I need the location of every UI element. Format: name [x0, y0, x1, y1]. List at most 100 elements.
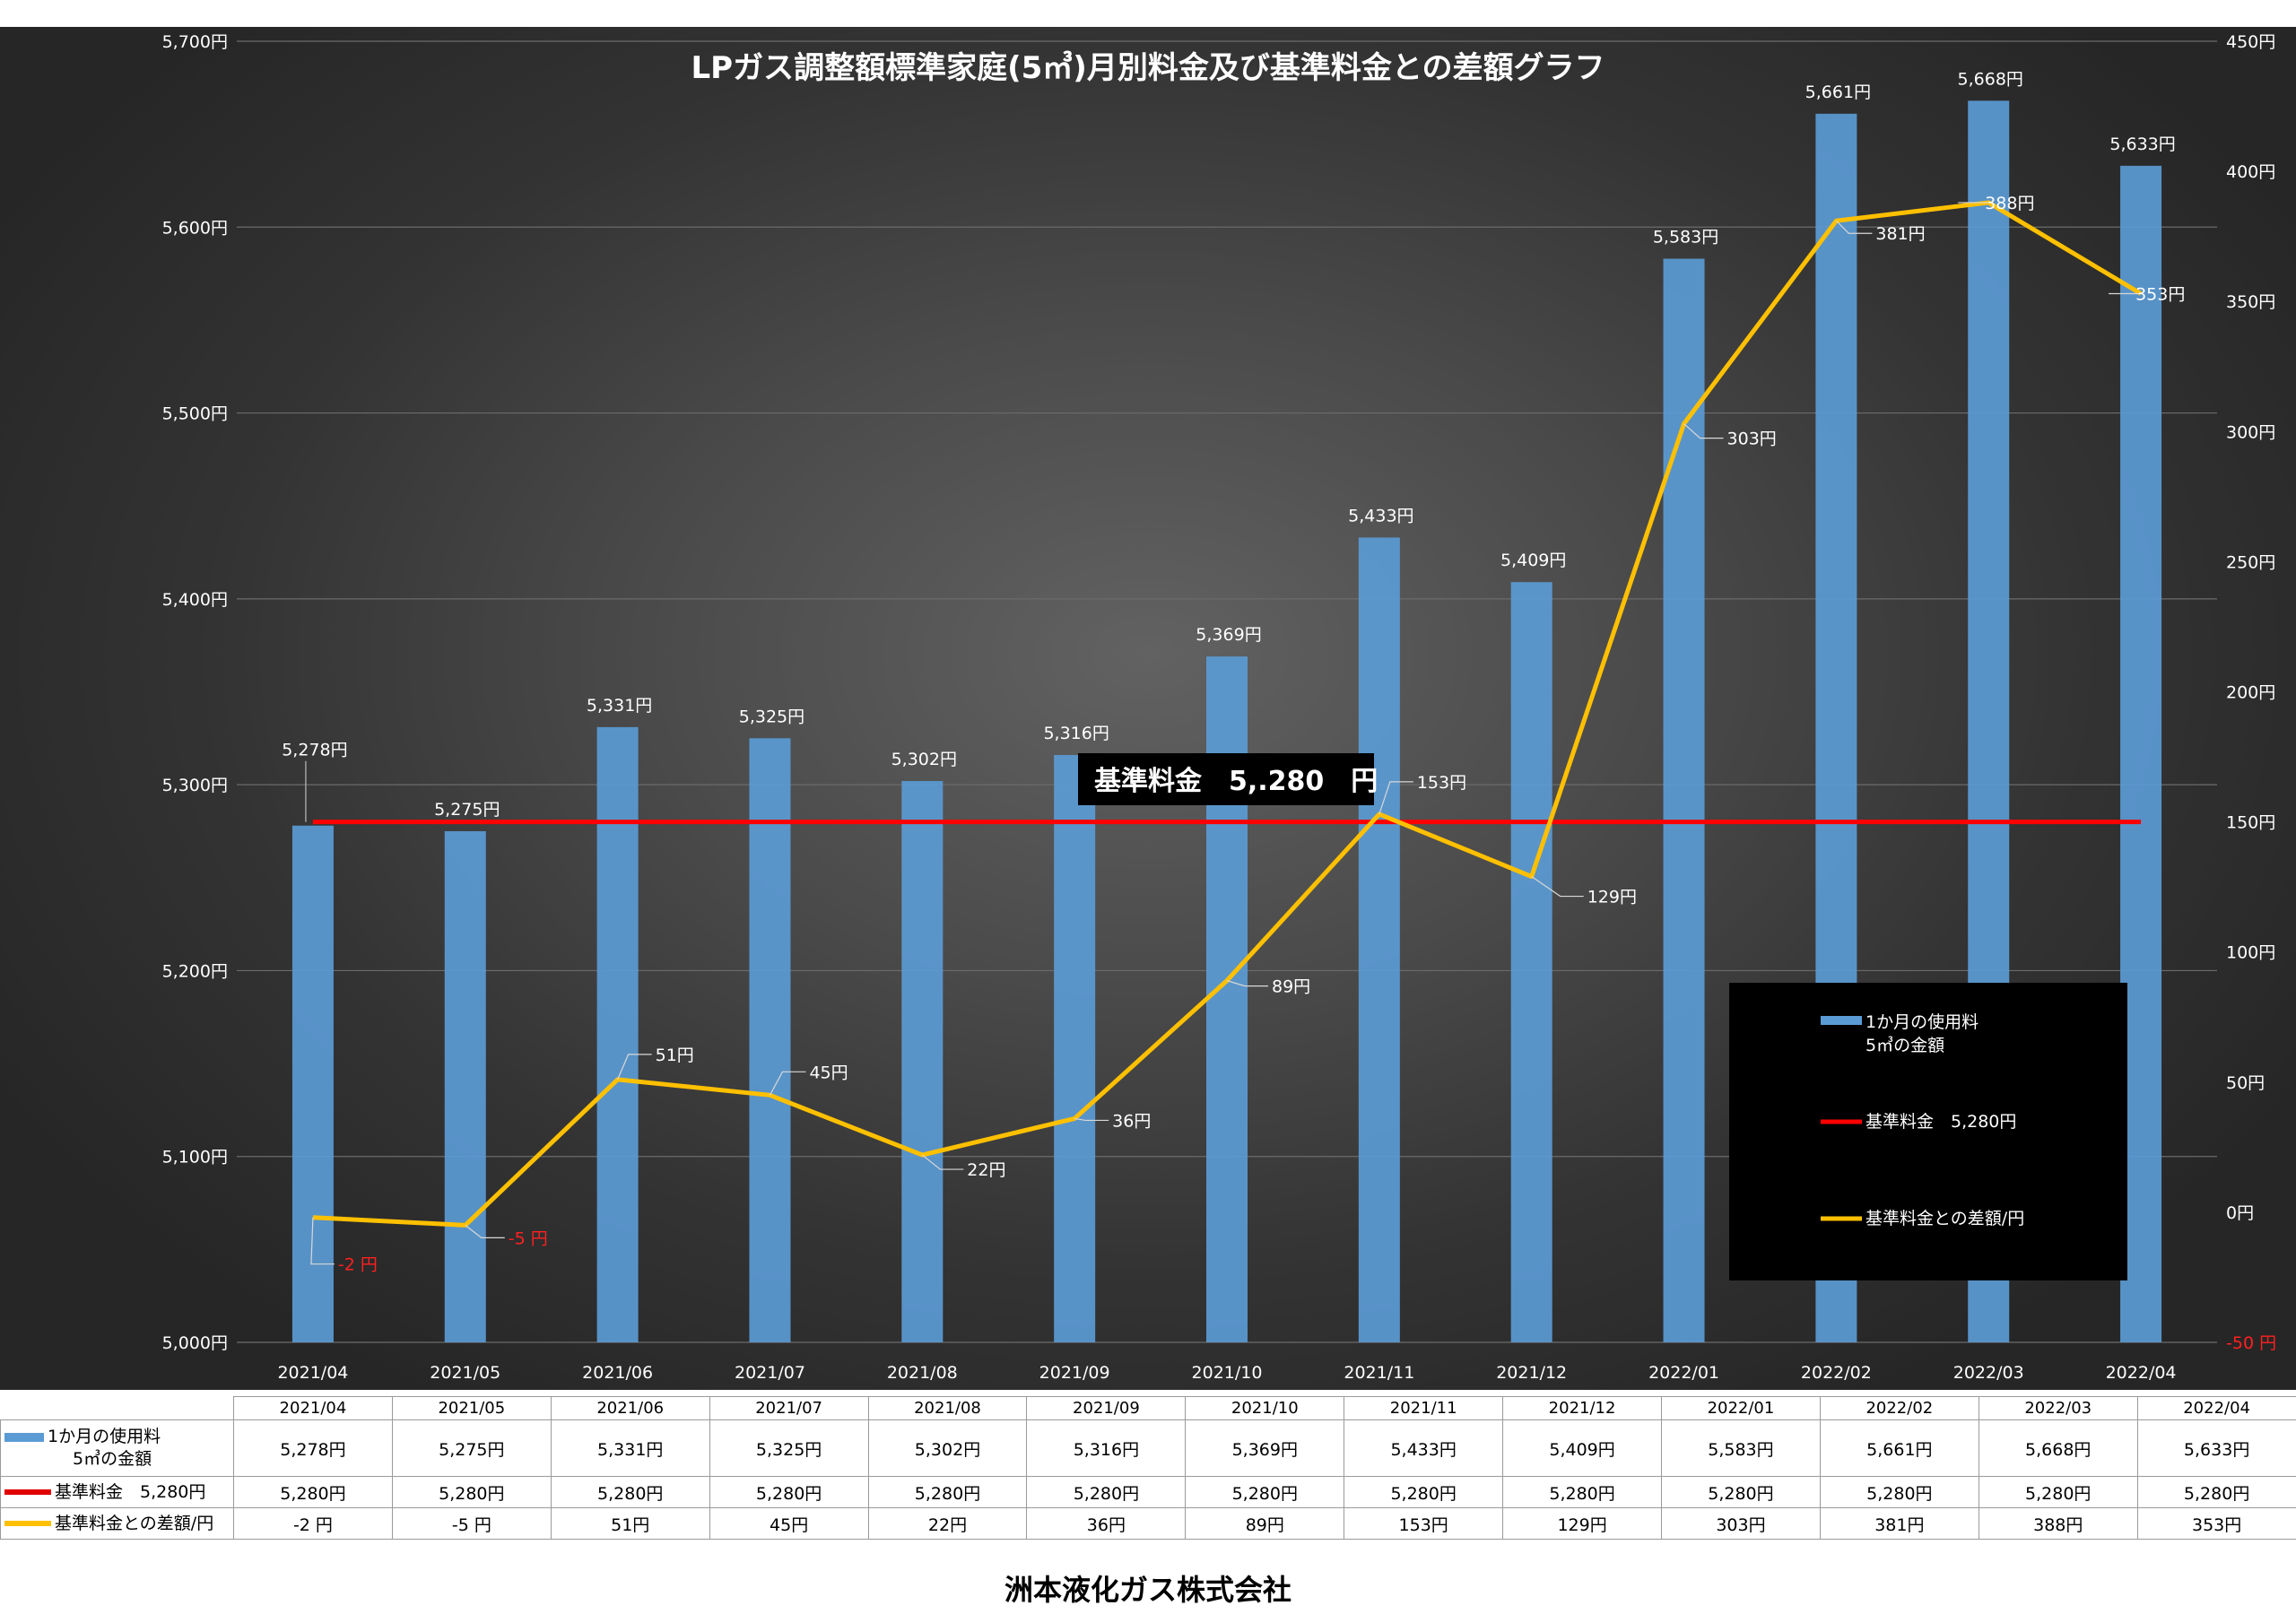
table-row-label-diff: 基準料金との差額/円	[0, 1507, 234, 1540]
table-row-label-usage: 1か月の使用料 5㎥の金額	[0, 1419, 234, 1477]
table-cell: 303円	[1661, 1507, 1821, 1540]
y-left-tick-label: 5,700円	[162, 32, 228, 52]
diff-value-label: 51円	[656, 1046, 694, 1065]
table-cell: 129円	[1502, 1507, 1663, 1540]
company-footer: 洲本液化ガス株式会社	[1004, 1573, 1292, 1607]
table-body: 2021/04 2021/05 2021/06 2021/07 2021/08 2021/…	[0, 1396, 2296, 1540]
table-cell: -2 円	[233, 1507, 393, 1540]
table-cell: 153円	[1344, 1507, 1504, 1540]
x-tick-label: 2022/04	[2106, 1363, 2177, 1383]
table-cell: 5,280円	[550, 1476, 710, 1508]
table-cell: 5,280円	[233, 1476, 393, 1508]
x-tick-label: 2022/02	[1801, 1363, 1872, 1383]
table-cell: 5,633円	[2136, 1419, 2296, 1477]
legend-key-bar	[4, 1432, 44, 1442]
table-cell: 5,280円	[1661, 1476, 1821, 1508]
diff-label-leader	[921, 1154, 964, 1170]
row-label-text: 1か月の使用料	[48, 1427, 161, 1446]
bar-value-label: 5,325円	[739, 707, 804, 726]
table-cell: 5,668円	[1978, 1419, 2138, 1477]
diff-label-leader	[617, 1054, 652, 1081]
bar	[1510, 582, 1552, 1342]
table-cell: 5,280円	[1819, 1476, 1979, 1508]
y-left-tick-label: 5,500円	[162, 404, 228, 424]
table-row: 基準料金との差額/円 -2 円 -5 円 51円 45円 22円 36円 89円 153円 129…	[0, 1507, 2296, 1540]
bar-value-label: 5,409円	[1500, 551, 1566, 570]
x-tick-label: 2022/03	[1953, 1363, 2024, 1383]
diff-value-label: 153円	[1417, 773, 1466, 793]
diff-label-leader	[465, 1224, 505, 1239]
x-tick-label: 2021/09	[1039, 1363, 1110, 1383]
diff-label-leader	[1531, 876, 1584, 898]
row-label-text: 5㎥の金額	[73, 1449, 152, 1469]
table-header-cell: 2022/01	[1661, 1396, 1821, 1420]
table-row-label-baseline: 基準料金 5,280円	[0, 1476, 234, 1508]
diff-label-leader	[1074, 1117, 1109, 1122]
diff-label-leader	[1835, 220, 1873, 234]
table-cell: 5,661円	[1819, 1419, 1979, 1477]
y-right-tick-label: 300円	[2226, 422, 2275, 442]
y-right-tick-label: 350円	[2226, 292, 2275, 312]
x-tick-label: 2021/05	[430, 1363, 500, 1383]
bar-value-label: 5,278円	[282, 741, 347, 760]
bar	[1663, 258, 1705, 1342]
y-left-tick-label: 5,300円	[162, 776, 228, 795]
table-cell: 5,280円	[1185, 1476, 1345, 1508]
y-right-tick-label: 50円	[2226, 1073, 2265, 1093]
table-cell: 5,280円	[391, 1476, 552, 1508]
bar-value-label: 5,369円	[1196, 625, 1261, 645]
table-cell: 388円	[1978, 1507, 2138, 1540]
bar	[444, 830, 486, 1342]
y-right-tick-label: 150円	[2226, 813, 2275, 833]
bar	[596, 726, 639, 1342]
table-cell: 5,278円	[233, 1419, 393, 1477]
y-right-tick-label: 450円	[2226, 32, 2275, 52]
bar-value-label: 5,433円	[1348, 506, 1413, 525]
row-label-text: 基準料金との差額/円	[55, 1513, 214, 1533]
legend-label-bar-line2: 5㎥の金額	[1866, 1036, 1944, 1055]
bar-value-label: 5,316円	[1043, 724, 1109, 743]
bar-value-label: 5,668円	[1958, 69, 2023, 89]
diff-value-label: 129円	[1587, 888, 1637, 907]
chart-title: LPガス調整額標準家庭(5㎥)月別料金及び基準料金との差額グラフ	[691, 50, 1605, 86]
y-left-tick-label: 5,600円	[162, 218, 228, 238]
legend-key-baseline	[4, 1489, 51, 1495]
table-header-cell: 2021/04	[233, 1396, 393, 1420]
diff-label-leader	[1226, 980, 1268, 987]
table-cell: 5,331円	[550, 1419, 710, 1477]
diff-value-label: 388円	[1985, 194, 2034, 213]
bar	[291, 825, 334, 1342]
table-cell: 5,280円	[2136, 1476, 2296, 1508]
table-cell: 5,369円	[1185, 1419, 1345, 1477]
x-tick-label: 2021/12	[1496, 1363, 1567, 1383]
table-cell: 5,280円	[1978, 1476, 2138, 1508]
legend-label-bar: 1か月の使用料	[1866, 1012, 1979, 1032]
table-cell: 5,280円	[709, 1476, 869, 1508]
annotation-text: 基準料金 5,.280 円	[1094, 766, 1378, 797]
bar	[1054, 754, 1096, 1342]
diff-value-label: 303円	[1727, 430, 1777, 449]
table-header-cell: 2021/08	[867, 1396, 1028, 1420]
row-label-text: 基準料金 5,280円	[55, 1481, 206, 1502]
table-cell: 5,433円	[1344, 1419, 1504, 1477]
y-right-tick-label: 0円	[2226, 1203, 2254, 1223]
x-tick-label: 2021/08	[887, 1363, 958, 1383]
table-cell: 5,280円	[1026, 1476, 1187, 1508]
legend-label-baseline: 基準料金 5,280円	[1866, 1112, 2016, 1132]
y-right-tick-label: 200円	[2226, 683, 2275, 703]
y-right-tick-label: 250円	[2226, 552, 2275, 572]
x-tick-label: 2021/04	[277, 1363, 348, 1383]
table-cell: 45円	[709, 1507, 869, 1540]
table-row: 1か月の使用料 5㎥の金額 5,278円 5,275円 5,331円 5,325円 5,30…	[0, 1419, 2296, 1477]
table-cell: 5,275円	[391, 1419, 552, 1477]
diff-value-label: 45円	[809, 1063, 848, 1082]
diff-value-label: 22円	[967, 1160, 1005, 1180]
table-cell: 36円	[1026, 1507, 1187, 1540]
bar	[1358, 537, 1400, 1342]
x-tick-label: 2022/01	[1648, 1363, 1719, 1383]
x-tick-label: 2021/10	[1192, 1363, 1263, 1383]
y-left-tick-label: 5,000円	[162, 1333, 228, 1353]
table-header-cell: 2021/09	[1026, 1396, 1187, 1420]
table-header-cell: 2021/10	[1185, 1396, 1345, 1420]
table-header-cell: 2021/06	[550, 1396, 710, 1420]
